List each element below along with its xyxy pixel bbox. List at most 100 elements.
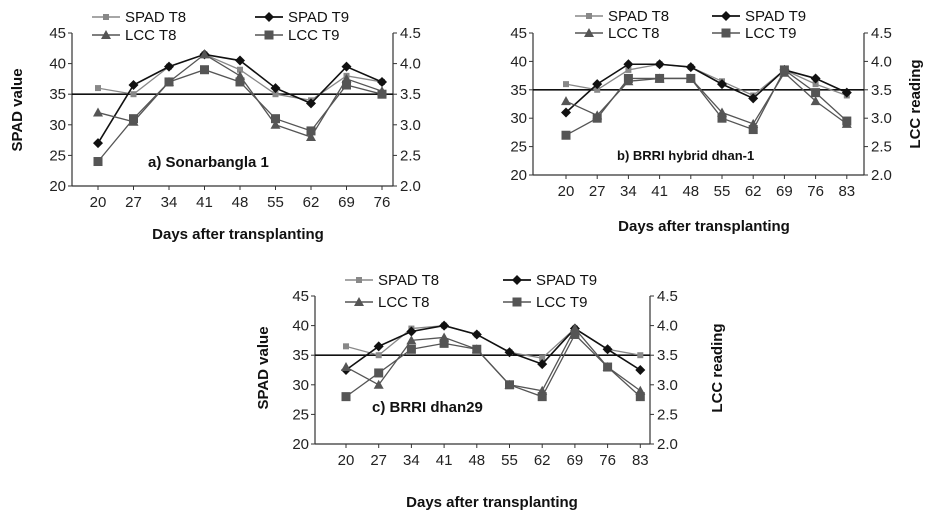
legend-label-spad-t8: SPAD T8 bbox=[608, 8, 669, 25]
data-point-lcc-t9 bbox=[472, 344, 482, 354]
series-line-lcc-t9 bbox=[565, 68, 848, 136]
series-line-spad-t9 bbox=[565, 63, 848, 114]
data-point-lcc-t9 bbox=[686, 73, 696, 83]
data-point-spad-t9 bbox=[406, 326, 417, 337]
legend-label-lcc-t9: LCC T9 bbox=[745, 25, 796, 42]
y-tick-label: 20 bbox=[510, 167, 527, 184]
data-point-lcc-t8 bbox=[373, 379, 384, 389]
y2-tick-label: 4.0 bbox=[657, 318, 678, 335]
y2-tick-label: 3.5 bbox=[657, 347, 678, 364]
data-point-spad-t9 bbox=[635, 365, 646, 375]
legend-marker-spad-t9 bbox=[721, 11, 731, 21]
y-tick-label: 40 bbox=[49, 56, 66, 73]
data-point-lcc-t9 bbox=[570, 329, 580, 339]
data-point-spad-t8 bbox=[375, 352, 382, 359]
legend-marker-spad-t8 bbox=[586, 13, 592, 19]
legend: SPAD T8 SPAD T9 LCC T8 LCC T9 bbox=[345, 272, 597, 311]
legend: SPAD T8 SPAD T9 LCC T8 LCC T9 bbox=[92, 9, 349, 44]
data-point-lcc-t8 bbox=[93, 107, 103, 117]
x-axis-label: Days after transplanting bbox=[618, 218, 790, 235]
data-point-spad-t9 bbox=[717, 79, 727, 90]
data-point-spad-t8 bbox=[625, 66, 632, 73]
data-point-spad-t9 bbox=[504, 347, 515, 358]
data-point-lcc-t9 bbox=[505, 380, 514, 390]
data-point-lcc-t8 bbox=[306, 132, 316, 142]
y2-tick-label: 2.0 bbox=[871, 167, 892, 184]
data-point-spad-t9 bbox=[654, 59, 665, 70]
y-tick-label: 45 bbox=[292, 288, 309, 305]
chart-panel-2: 20 25 30 35 40 45 2.0 2.5 3.0 3.5 4.0 4.5 20 27 34 41 48… bbox=[255, 272, 726, 511]
series-line-spad-t9 bbox=[345, 324, 641, 371]
data-point-spad-t8 bbox=[563, 81, 569, 88]
data-point-lcc-t8 bbox=[199, 49, 210, 59]
data-point-spad-t9 bbox=[685, 62, 696, 73]
y2-tick-label: 2.5 bbox=[400, 147, 421, 164]
y2-tick-label: 2.5 bbox=[871, 139, 892, 156]
data-point-spad-t8 bbox=[812, 81, 819, 88]
x-tick-label: 41 bbox=[651, 183, 668, 200]
y2-axis-label: LCC reading bbox=[907, 59, 924, 148]
legend-marker-spad-t8 bbox=[356, 277, 362, 283]
x-tick-label: 34 bbox=[161, 194, 178, 211]
data-point-lcc-t9 bbox=[306, 126, 316, 136]
x-axis-label: Days after transplanting bbox=[152, 226, 324, 243]
legend-label-spad-t8: SPAD T8 bbox=[125, 9, 186, 26]
data-point-lcc-t9 bbox=[164, 77, 174, 87]
y-tick-label: 20 bbox=[292, 436, 309, 453]
data-point-spad-t8 bbox=[95, 85, 101, 92]
y-tick-label: 20 bbox=[49, 178, 66, 195]
y-tick-label: 30 bbox=[292, 377, 309, 394]
y-tick-label: 40 bbox=[510, 53, 527, 70]
x-tick-label: 41 bbox=[436, 452, 453, 469]
data-point-lcc-t9 bbox=[811, 88, 821, 98]
x-tick-label: 34 bbox=[620, 183, 637, 200]
y-tick-label: 25 bbox=[49, 147, 66, 164]
panel-title: b) BRRI hybrid dhan-1 bbox=[617, 148, 754, 163]
y2-tick-label: 2.0 bbox=[657, 436, 678, 453]
data-point-lcc-t9 bbox=[603, 362, 613, 372]
data-point-lcc-t9 bbox=[129, 114, 138, 124]
x-tick-label: 83 bbox=[838, 183, 855, 200]
data-point-lcc-t9 bbox=[93, 157, 103, 167]
y-tick-label: 45 bbox=[49, 25, 66, 42]
legend: SPAD T8 SPAD T9 LCC T8 LCC T9 bbox=[575, 8, 806, 42]
data-point-lcc-t9 bbox=[377, 89, 387, 99]
data-point-spad-t9 bbox=[841, 87, 852, 98]
x-tick-label: 55 bbox=[267, 194, 284, 211]
x-tick-label: 62 bbox=[745, 183, 762, 200]
data-point-spad-t9 bbox=[306, 98, 316, 109]
y-tick-label: 25 bbox=[510, 139, 527, 156]
x-tick-label: 76 bbox=[599, 452, 616, 469]
series-line-lcc-t8 bbox=[345, 327, 641, 392]
y2-tick-label: 4.5 bbox=[400, 25, 421, 42]
data-point-lcc-t9 bbox=[235, 77, 245, 87]
y2-tick-label: 4.0 bbox=[400, 56, 421, 73]
data-point-spad-t8 bbox=[237, 66, 243, 73]
data-point-lcc-t9 bbox=[537, 392, 547, 402]
y-axis-label: SPAD value bbox=[255, 326, 272, 409]
y2-axis-label: LCC reading bbox=[709, 323, 726, 412]
y2-tick-label: 3.0 bbox=[400, 117, 421, 134]
data-point-lcc-t9 bbox=[748, 125, 758, 135]
legend-label-lcc-t8: LCC T8 bbox=[608, 25, 659, 42]
x-tick-label: 27 bbox=[589, 183, 606, 200]
data-point-lcc-t9 bbox=[623, 73, 633, 83]
data-point-spad-t9 bbox=[537, 359, 548, 370]
data-point-lcc-t9 bbox=[341, 392, 351, 402]
data-point-spad-t8 bbox=[130, 91, 137, 98]
x-tick-label: 62 bbox=[303, 194, 320, 211]
legend-label-spad-t9: SPAD T9 bbox=[536, 272, 597, 289]
x-tick-label: 55 bbox=[501, 452, 518, 469]
data-point-lcc-t9 bbox=[842, 116, 852, 126]
x-tick-label: 76 bbox=[807, 183, 824, 200]
x-tick-label: 48 bbox=[468, 452, 485, 469]
y2-tick-label: 2.5 bbox=[657, 406, 678, 423]
data-point-lcc-t9 bbox=[717, 113, 727, 123]
data-point-spad-t8 bbox=[539, 355, 546, 362]
legend-label-spad-t8: SPAD T8 bbox=[378, 272, 439, 289]
x-tick-label: 83 bbox=[632, 452, 649, 469]
x-tick-label: 55 bbox=[714, 183, 731, 200]
y-tick-label: 25 bbox=[292, 406, 309, 423]
x-tick-label: 27 bbox=[125, 194, 142, 211]
x-tick-label: 69 bbox=[776, 183, 793, 200]
